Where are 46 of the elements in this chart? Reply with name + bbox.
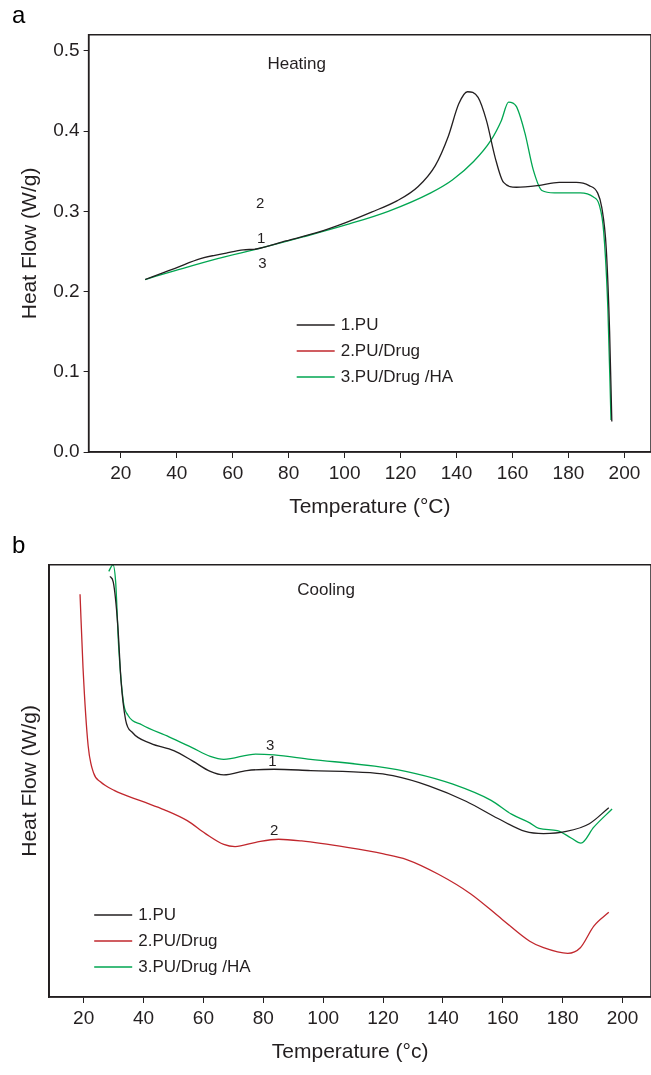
legend-label: 3.PU/Drug /HA xyxy=(340,366,454,386)
x-tick-label: 180 xyxy=(546,1006,579,1028)
x-tick-label: 20 xyxy=(73,1006,95,1028)
y-axis-title: Heat Flow (W/g) xyxy=(17,167,41,320)
x-tick-label: 100 xyxy=(328,461,361,483)
annotation: 2 xyxy=(270,820,279,838)
x-tick-label: 180 xyxy=(552,461,585,483)
annotation: Cooling xyxy=(297,580,355,600)
y-tick-label: 0.5 xyxy=(53,39,80,61)
y-tick-label: 0.2 xyxy=(53,279,80,301)
chart-title: a xyxy=(12,1,26,29)
annotation: Heating xyxy=(267,53,326,73)
y-tick-label: 0.0 xyxy=(53,440,80,462)
y-tick-label: 0.3 xyxy=(53,199,80,221)
x-axis-title: Temperature (°C) xyxy=(289,494,451,518)
legend-label: 2.PU/Drug xyxy=(138,930,218,950)
x-tick-label: 40 xyxy=(166,461,188,483)
x-tick-label: 100 xyxy=(307,1006,340,1028)
annotation: 3 xyxy=(265,735,275,753)
x-tick-label: 60 xyxy=(192,1006,214,1028)
y-axis-title: Heat Flow (W/g) xyxy=(17,705,41,857)
x-tick-label: 20 xyxy=(110,461,132,483)
y-tick-label: 0.1 xyxy=(53,360,80,381)
x-tick-label: 140 xyxy=(427,1006,459,1028)
x-tick-label: 40 xyxy=(132,1006,155,1028)
x-tick-label: 160 xyxy=(496,461,529,483)
x-tick-label: 120 xyxy=(384,461,417,483)
x-tick-label: 200 xyxy=(608,461,641,483)
x-tick-label: 200 xyxy=(606,1006,639,1028)
legend-label: 2.PU/Drug xyxy=(340,340,421,360)
chart-title: b xyxy=(12,531,26,559)
x-tick-label: 80 xyxy=(278,461,300,483)
legend-label: 1.PU xyxy=(340,314,379,334)
x-axis-title: Temperature (°c) xyxy=(271,1039,429,1063)
annotation: 3 xyxy=(258,253,267,271)
annotation: 2 xyxy=(255,194,265,212)
x-tick-label: 80 xyxy=(252,1006,274,1028)
annotation: 1 xyxy=(257,229,266,247)
annotation: 1 xyxy=(268,751,277,769)
x-tick-label: 140 xyxy=(440,461,473,483)
legend-label: 3.PU/Drug /HA xyxy=(138,956,252,976)
y-tick-label: 0.4 xyxy=(53,119,81,141)
x-tick-label: 160 xyxy=(486,1006,519,1028)
legend-label: 1.PU xyxy=(138,904,176,924)
x-tick-label: 60 xyxy=(222,461,244,483)
x-tick-label: 120 xyxy=(367,1006,399,1028)
